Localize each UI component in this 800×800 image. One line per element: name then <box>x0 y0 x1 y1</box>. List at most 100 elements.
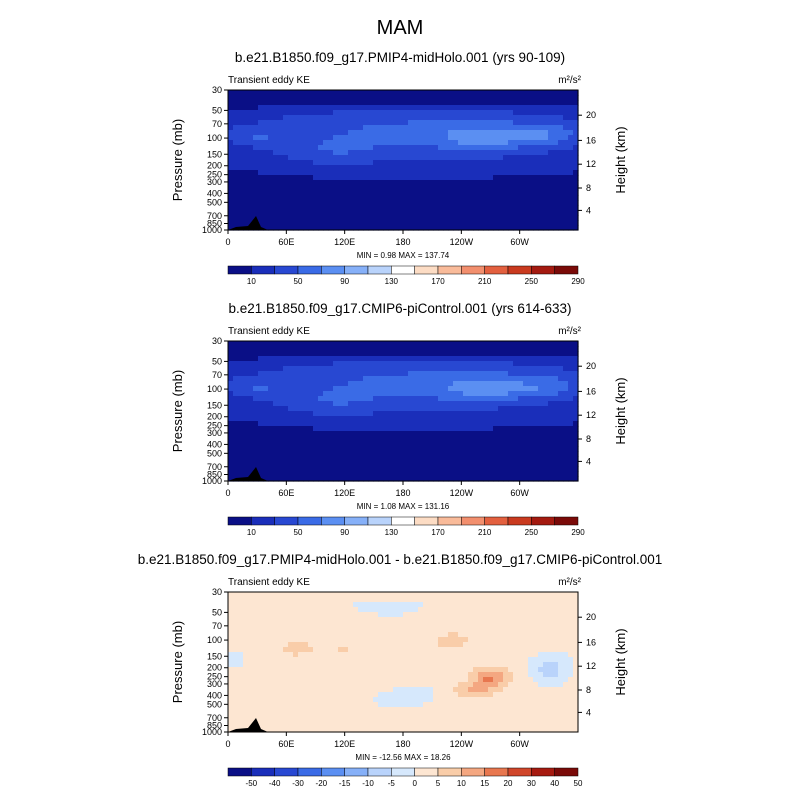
contour-cell <box>478 225 484 231</box>
contour-cell <box>273 416 279 422</box>
contour-cell <box>303 140 309 146</box>
contour-cell <box>468 95 474 101</box>
contour-cell <box>503 652 509 658</box>
contour-cell <box>338 195 344 201</box>
contour-cell <box>348 155 354 161</box>
contour-cell <box>518 180 524 186</box>
contour-cell <box>288 125 294 131</box>
y-tick-label: 100 <box>207 384 222 394</box>
contour-cell <box>293 441 299 447</box>
contour-cell <box>563 145 569 151</box>
contour-cell <box>258 180 264 186</box>
contour-cell <box>493 411 499 417</box>
contour-cell <box>323 627 329 633</box>
contour-cell <box>368 381 374 387</box>
contour-cell <box>483 451 489 457</box>
contour-cell <box>508 592 514 598</box>
contour-cell <box>473 466 479 472</box>
contour-cell <box>448 150 454 156</box>
contour-cell <box>513 637 519 643</box>
contour-cell <box>248 120 254 126</box>
contour-cell <box>368 130 374 136</box>
contour-cell <box>443 637 449 643</box>
contour-cell <box>478 110 484 116</box>
contour-cell <box>563 195 569 201</box>
colorbar-swatch <box>344 265 369 275</box>
contour-cell <box>383 90 389 96</box>
contour-cell <box>383 386 389 392</box>
contour-cell <box>438 617 444 623</box>
contour-cell <box>373 361 379 367</box>
contour-cell <box>538 356 544 362</box>
contour-cell <box>373 220 379 226</box>
contour-cell <box>288 597 294 603</box>
colorbar-label: 250 <box>525 277 539 286</box>
contour-cell <box>278 200 284 206</box>
contour-cell <box>233 90 239 96</box>
contour-cell <box>478 642 484 648</box>
contour-cell <box>318 627 324 633</box>
contour-cell <box>323 225 329 231</box>
contour-cell <box>383 145 389 151</box>
contour-cell <box>403 476 409 482</box>
contour-cell <box>393 210 399 216</box>
contour-cell <box>558 592 564 598</box>
contour-cell <box>268 461 274 467</box>
contour-cell <box>463 456 469 462</box>
contour-cell <box>288 180 294 186</box>
contour-cell <box>363 451 369 457</box>
contour-cell <box>383 612 389 618</box>
contour-cell <box>293 386 299 392</box>
y-right-tick-label: 12 <box>586 159 596 169</box>
contour-cell <box>508 220 514 226</box>
contour-cell <box>393 416 399 422</box>
contour-cell <box>403 627 409 633</box>
contour-cell <box>358 100 364 106</box>
contour-cell <box>448 406 454 412</box>
contour-cell <box>473 456 479 462</box>
contour-cell <box>348 597 354 603</box>
contour-cell <box>478 617 484 623</box>
contour-cell <box>533 391 539 397</box>
contour-cell <box>378 622 384 628</box>
contour-cell <box>333 165 339 171</box>
contour-cell <box>488 145 494 151</box>
contour-cell <box>468 366 474 372</box>
contour-cell <box>493 622 499 628</box>
contour-cell <box>338 411 344 417</box>
contour-cell <box>358 95 364 101</box>
contour-cell <box>323 456 329 462</box>
contour-cell <box>343 597 349 603</box>
contour-cell <box>258 471 264 477</box>
contour-cell <box>433 476 439 482</box>
contour-cell <box>518 607 524 613</box>
contour-cell <box>483 612 489 618</box>
contour-cell <box>378 90 384 96</box>
contour-cell <box>363 195 369 201</box>
contour-cell <box>358 175 364 181</box>
contour-cell <box>443 597 449 603</box>
contour-cell <box>498 220 504 226</box>
contour-cell <box>508 205 514 211</box>
contour-cell <box>548 356 554 362</box>
contour-cell <box>313 642 319 648</box>
contour-cell <box>363 95 369 101</box>
contour-cell <box>513 431 519 437</box>
contour-cell <box>423 351 429 357</box>
contour-cell <box>388 607 394 613</box>
contour-cell <box>563 346 569 352</box>
contour-cell <box>498 627 504 633</box>
contour-cell <box>278 461 284 467</box>
contour-cell <box>538 135 544 141</box>
contour-cell <box>358 150 364 156</box>
contour-cell <box>358 431 364 437</box>
contour-cell <box>448 105 454 111</box>
contour-cell <box>553 451 559 457</box>
contour-cell <box>438 170 444 176</box>
contour-cell <box>523 225 529 231</box>
contour-cell <box>293 426 299 432</box>
contour-cell <box>328 100 334 106</box>
contour-cell <box>318 401 324 407</box>
contour-cell <box>483 371 489 377</box>
contour-cell <box>373 426 379 432</box>
